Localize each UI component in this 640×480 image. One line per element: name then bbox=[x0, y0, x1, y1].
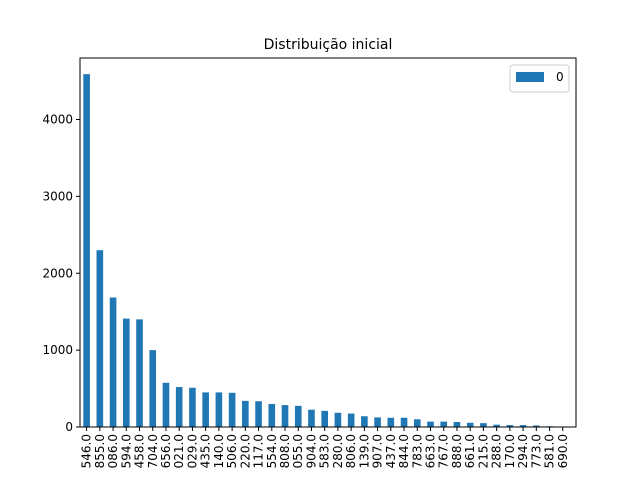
y-tick-label: 1000 bbox=[42, 343, 73, 357]
x-tick-label: 661.0 bbox=[463, 434, 477, 468]
x-tick-label: 690.0 bbox=[556, 434, 570, 468]
x-tick-label: 704.0 bbox=[146, 434, 160, 468]
bar-583.0 bbox=[321, 410, 328, 427]
bar-294.0 bbox=[519, 425, 527, 427]
bar-704.0 bbox=[149, 350, 157, 428]
x-tick-label: 783.0 bbox=[410, 434, 424, 468]
x-tick-label: 663.0 bbox=[424, 434, 438, 468]
x-tick-label: 506.0 bbox=[225, 434, 239, 468]
x-tick-label: 554.0 bbox=[265, 434, 279, 468]
bar-458.0 bbox=[136, 319, 143, 428]
bar-844.0 bbox=[400, 417, 408, 427]
x-tick-label: 581.0 bbox=[543, 434, 557, 468]
bar-656.0 bbox=[162, 382, 170, 427]
x-axis-ticks: 546.0 855.0 086.0 594.0 458.0 704.0 656.0 021.0… bbox=[80, 427, 570, 468]
bar-594.0 bbox=[122, 318, 130, 427]
chart-title: Distribuição inicial bbox=[264, 37, 393, 53]
x-tick-label: 139.0 bbox=[357, 434, 371, 468]
bar-888.0 bbox=[453, 422, 461, 427]
bar-806.0 bbox=[347, 413, 355, 427]
bar-506.0 bbox=[228, 392, 236, 427]
x-tick-label: 086.0 bbox=[106, 434, 120, 468]
bar-139.0 bbox=[361, 416, 368, 427]
x-tick-label: 021.0 bbox=[172, 434, 186, 468]
x-tick-label: 288.0 bbox=[490, 434, 504, 468]
x-tick-label: 773.0 bbox=[529, 434, 543, 468]
bar-220.0 bbox=[242, 400, 249, 427]
bar-904.0 bbox=[308, 409, 315, 427]
x-tick-label: 808.0 bbox=[278, 434, 292, 468]
bar-280.0 bbox=[334, 412, 342, 427]
bar-907.0 bbox=[374, 417, 381, 427]
y-tick-label: 2000 bbox=[42, 266, 73, 280]
y-tick-label: 3000 bbox=[42, 189, 73, 203]
bar-773.0 bbox=[533, 425, 540, 427]
bar-437.0 bbox=[387, 417, 395, 427]
bar-series bbox=[83, 74, 567, 428]
y-axis-ticks: 0 1000 2000 3000 4000 bbox=[42, 113, 80, 434]
bar-215.0 bbox=[480, 423, 487, 427]
x-tick-label: 806.0 bbox=[344, 434, 358, 468]
bar-170.0 bbox=[506, 425, 514, 427]
bar-086.0 bbox=[109, 297, 117, 427]
bar-029.0 bbox=[189, 387, 196, 427]
bar-435.0 bbox=[202, 392, 209, 427]
y-tick-label: 4000 bbox=[42, 113, 73, 127]
x-tick-label: 435.0 bbox=[199, 434, 213, 468]
x-tick-label: 844.0 bbox=[397, 434, 411, 468]
bar-055.0 bbox=[294, 405, 302, 427]
x-tick-label: 767.0 bbox=[437, 434, 451, 468]
bar-808.0 bbox=[281, 405, 289, 427]
legend: 0 bbox=[509, 64, 570, 93]
bar-855.0 bbox=[96, 250, 104, 427]
x-tick-label: 656.0 bbox=[159, 434, 173, 468]
x-tick-label: 170.0 bbox=[503, 434, 517, 468]
bar-663.0 bbox=[427, 421, 434, 427]
plot-frame bbox=[79, 57, 577, 428]
legend-label: 0 bbox=[556, 70, 564, 84]
x-tick-label: 294.0 bbox=[516, 434, 530, 468]
x-tick-label: 029.0 bbox=[185, 434, 199, 468]
bar-554.0 bbox=[268, 403, 276, 427]
x-tick-label: 594.0 bbox=[119, 434, 133, 468]
x-tick-label: 458.0 bbox=[133, 434, 147, 468]
x-tick-label: 855.0 bbox=[93, 434, 107, 468]
x-tick-label: 140.0 bbox=[212, 434, 226, 468]
x-tick-label: 546.0 bbox=[80, 434, 94, 468]
x-tick-label: 117.0 bbox=[252, 434, 266, 468]
bar-767.0 bbox=[440, 421, 448, 427]
bar-661.0 bbox=[466, 422, 474, 427]
bar-021.0 bbox=[175, 387, 183, 427]
x-tick-label: 437.0 bbox=[384, 434, 398, 468]
x-tick-label: 280.0 bbox=[331, 434, 345, 468]
x-tick-label: 907.0 bbox=[371, 434, 385, 468]
x-tick-label: 888.0 bbox=[450, 434, 464, 468]
bar-140.0 bbox=[215, 392, 223, 427]
y-tick-label: 0 bbox=[65, 420, 73, 434]
bar-288.0 bbox=[493, 424, 500, 427]
x-tick-label: 055.0 bbox=[291, 434, 305, 468]
bar-783.0 bbox=[413, 419, 421, 427]
legend-swatch bbox=[516, 72, 544, 82]
bar-546.0 bbox=[83, 74, 90, 427]
x-tick-label: 904.0 bbox=[304, 434, 318, 468]
bar-117.0 bbox=[255, 401, 262, 427]
x-tick-label: 215.0 bbox=[476, 434, 490, 468]
x-tick-label: 583.0 bbox=[318, 434, 332, 468]
x-tick-label: 220.0 bbox=[238, 434, 252, 468]
